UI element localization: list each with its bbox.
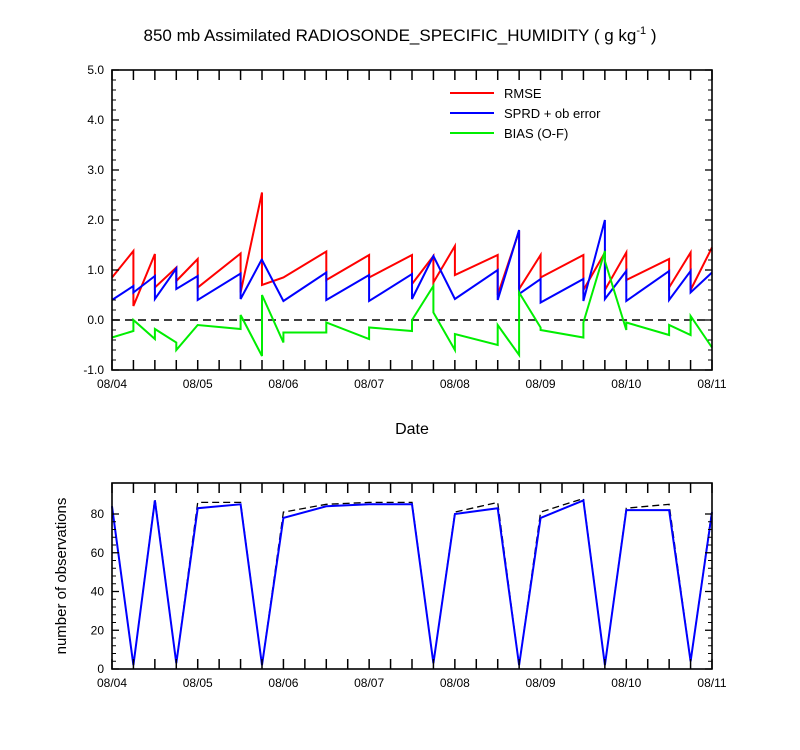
x-tick-label: 08/06 (268, 377, 298, 391)
y-tick-label: 0.0 (87, 313, 104, 327)
y-tick-label: 60 (91, 546, 105, 560)
x-tick-label: 08/09 (526, 377, 556, 391)
y-tick-label: -1.0 (83, 363, 104, 377)
legend-label-1: RMSE (504, 86, 542, 101)
x-tick-label: 08/06 (268, 676, 298, 690)
x-tick-label: 08/09 (526, 676, 556, 690)
series-line-2 (111, 219, 713, 305)
x-axis-label: Date (395, 421, 429, 438)
bottom-x-axis: 08/04 08/05 08/06 08/07 08/08 08/09 08/10 08/11 (97, 483, 727, 690)
x-tick-label: 08/07 (354, 676, 384, 690)
series-line-3 (111, 250, 713, 359)
x-tick-label: 08/11 (697, 676, 726, 690)
x-tick-label: 08/08 (440, 676, 470, 690)
x-tick-label: 08/07 (354, 377, 384, 391)
x-tick-label: 08/11 (697, 377, 726, 391)
top-plot: -1.00.01.02.03.04.05.0 08/04 08/05 08/06 08… (83, 63, 727, 391)
y-tick-label: 5.0 (87, 63, 104, 77)
y-tick-label: 0 (97, 662, 104, 676)
chart-title: 850 mb Assimilated RADIOSONDE_SPECIFIC_H… (143, 25, 656, 45)
y-tick-label: 20 (91, 623, 105, 637)
y-tick-label: 1.0 (87, 263, 104, 277)
legend-label-2: SPRD + ob error (504, 106, 601, 121)
x-tick-label: 08/08 (440, 377, 470, 391)
legend: RMSE SPRD + ob error BIAS (O-F) (450, 86, 601, 141)
top-y-axis: -1.0 0.0 1.0 2.0 3.0 4.0 5.0 (83, 63, 712, 377)
series-line-1 (111, 497, 713, 666)
top-series-group (111, 192, 713, 359)
x-tick-label: 08/04 (97, 676, 127, 690)
x-tick-label: 08/05 (183, 676, 213, 690)
series-line-2 (111, 498, 713, 666)
x-tick-label: 08/10 (611, 377, 641, 391)
top-x-axis: 08/04 08/05 08/06 08/07 08/08 08/09 08/10 08/11 (97, 70, 727, 391)
bottom-y-axis: 0 20 40 60 80 (91, 507, 712, 676)
y-tick-label: 40 (91, 585, 105, 599)
y-tick-label: 3.0 (87, 163, 104, 177)
legend-label-3: BIAS (O-F) (504, 126, 568, 141)
y-axis-label-observations: number of observations (53, 498, 70, 655)
x-tick-label: 08/05 (183, 377, 213, 391)
bottom-series-group (111, 497, 713, 666)
y-tick-label: 4.0 (87, 113, 104, 127)
y-tick-label: 2.0 (87, 213, 104, 227)
x-tick-label: 08/10 (611, 676, 641, 690)
y-tick-label: 80 (91, 507, 105, 521)
bottom-plot: 0 20 40 60 80 08/04 08/05 08/06 08/07 08/08 08/09… (91, 482, 727, 690)
x-tick-label: 08/04 (97, 377, 127, 391)
